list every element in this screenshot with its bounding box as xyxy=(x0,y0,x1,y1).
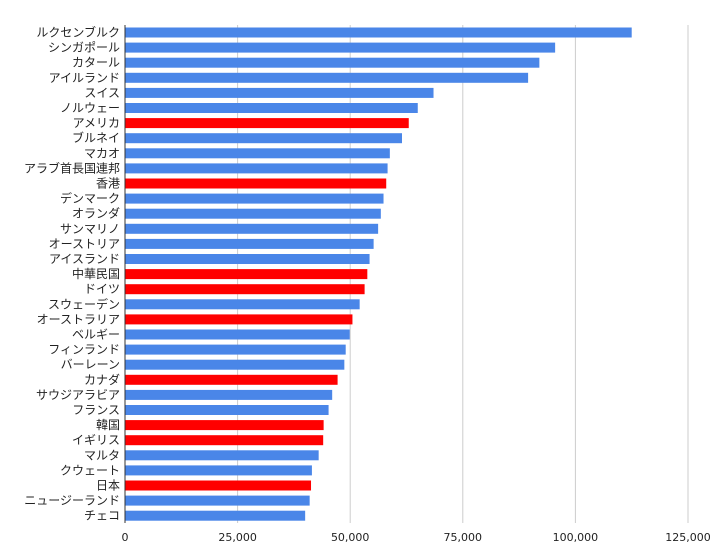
category-label-28: マルタ xyxy=(84,448,120,462)
category-label-21: フィンランド xyxy=(48,343,120,357)
category-label-6: アメリカ xyxy=(73,116,120,130)
category-label-12: オランダ xyxy=(72,206,120,221)
bar-19 xyxy=(125,314,353,325)
bar-32 xyxy=(125,510,306,521)
bar-5 xyxy=(125,103,418,113)
category-label-29: クウェート xyxy=(60,463,120,477)
x-tick-label-4: 100,000 xyxy=(553,531,599,544)
bar-3 xyxy=(125,72,529,83)
category-label-14: オーストリア xyxy=(49,237,120,251)
x-tick-label-3: 75,000 xyxy=(444,531,483,544)
bar-12 xyxy=(125,208,381,219)
category-label-3: アイルランド xyxy=(49,71,120,85)
bar-4 xyxy=(125,87,434,98)
bar-0 xyxy=(125,27,632,38)
category-label-22: バーレーン xyxy=(61,358,120,372)
bar-20 xyxy=(125,329,350,340)
bars xyxy=(125,27,632,521)
category-label-26: 韓国 xyxy=(96,418,120,432)
category-label-31: ニュージーランド xyxy=(24,494,120,508)
x-tick-label-0: 0 xyxy=(122,531,129,544)
bar-8 xyxy=(125,148,390,159)
bar-16 xyxy=(125,269,368,280)
category-label-20: ベルギー xyxy=(72,328,120,342)
category-label-4: スイス xyxy=(84,86,120,100)
category-label-1: シンガポール xyxy=(48,41,120,55)
bar-6 xyxy=(125,118,409,129)
category-label-9: アラブ首長国連邦 xyxy=(24,160,120,175)
bar-31 xyxy=(125,495,310,506)
bar-15 xyxy=(125,254,370,264)
bar-7 xyxy=(125,133,402,144)
category-label-16: 中華民国 xyxy=(72,266,120,281)
x-tick-label-2: 50,000 xyxy=(331,531,370,544)
category-label-7: ブルネイ xyxy=(72,130,120,145)
category-label-19: オーストラリア xyxy=(37,312,120,326)
bar-24 xyxy=(125,389,333,400)
bar-13 xyxy=(125,223,379,234)
bar-23 xyxy=(125,374,338,385)
bar-17 xyxy=(125,284,365,295)
category-label-32: チェコ xyxy=(84,509,120,523)
bar-30 xyxy=(125,480,312,491)
bar-11 xyxy=(125,193,384,204)
bar-10 xyxy=(125,178,387,189)
category-label-30: 日本 xyxy=(96,479,120,493)
bar-27 xyxy=(125,435,324,446)
category-label-24: サウジアラビア xyxy=(36,388,120,402)
category-label-0: ルクセンブルク xyxy=(36,25,120,40)
category-label-8: マカオ xyxy=(84,146,120,160)
x-tick-label-5: 125,000 xyxy=(665,531,711,544)
bar-25 xyxy=(125,405,329,415)
bar-29 xyxy=(125,465,312,476)
category-labels: ルクセンブルクシンガポールカタールアイルランドスイスノルウェーアメリカブルネイマ… xyxy=(24,25,120,523)
category-label-18: スウェーデン xyxy=(48,296,120,311)
category-label-10: 香港 xyxy=(96,177,120,191)
category-label-15: アイスランド xyxy=(49,252,120,266)
category-label-13: サンマリノ xyxy=(60,222,120,236)
bar-22 xyxy=(125,359,345,370)
category-label-23: カナダ xyxy=(84,372,120,387)
category-label-25: フランス xyxy=(72,403,120,417)
bar-18 xyxy=(125,299,360,310)
category-label-2: カタール xyxy=(72,56,120,70)
bar-9 xyxy=(125,163,388,174)
x-tick-label-1: 25,000 xyxy=(218,531,257,544)
category-label-27: イギリス xyxy=(72,433,120,447)
bar-2 xyxy=(125,57,540,68)
bar-28 xyxy=(125,450,319,461)
x-tick-labels: 0 25,000 50,000 75,000 100,000 125,000 xyxy=(122,531,711,544)
category-label-17: ドイツ xyxy=(84,282,120,296)
category-label-5: ノルウェー xyxy=(60,101,120,115)
bar-14 xyxy=(125,238,374,249)
bar-21 xyxy=(125,344,346,355)
category-label-11: デンマーク xyxy=(60,191,120,206)
bar-1 xyxy=(125,42,556,53)
bar-26 xyxy=(125,420,324,431)
